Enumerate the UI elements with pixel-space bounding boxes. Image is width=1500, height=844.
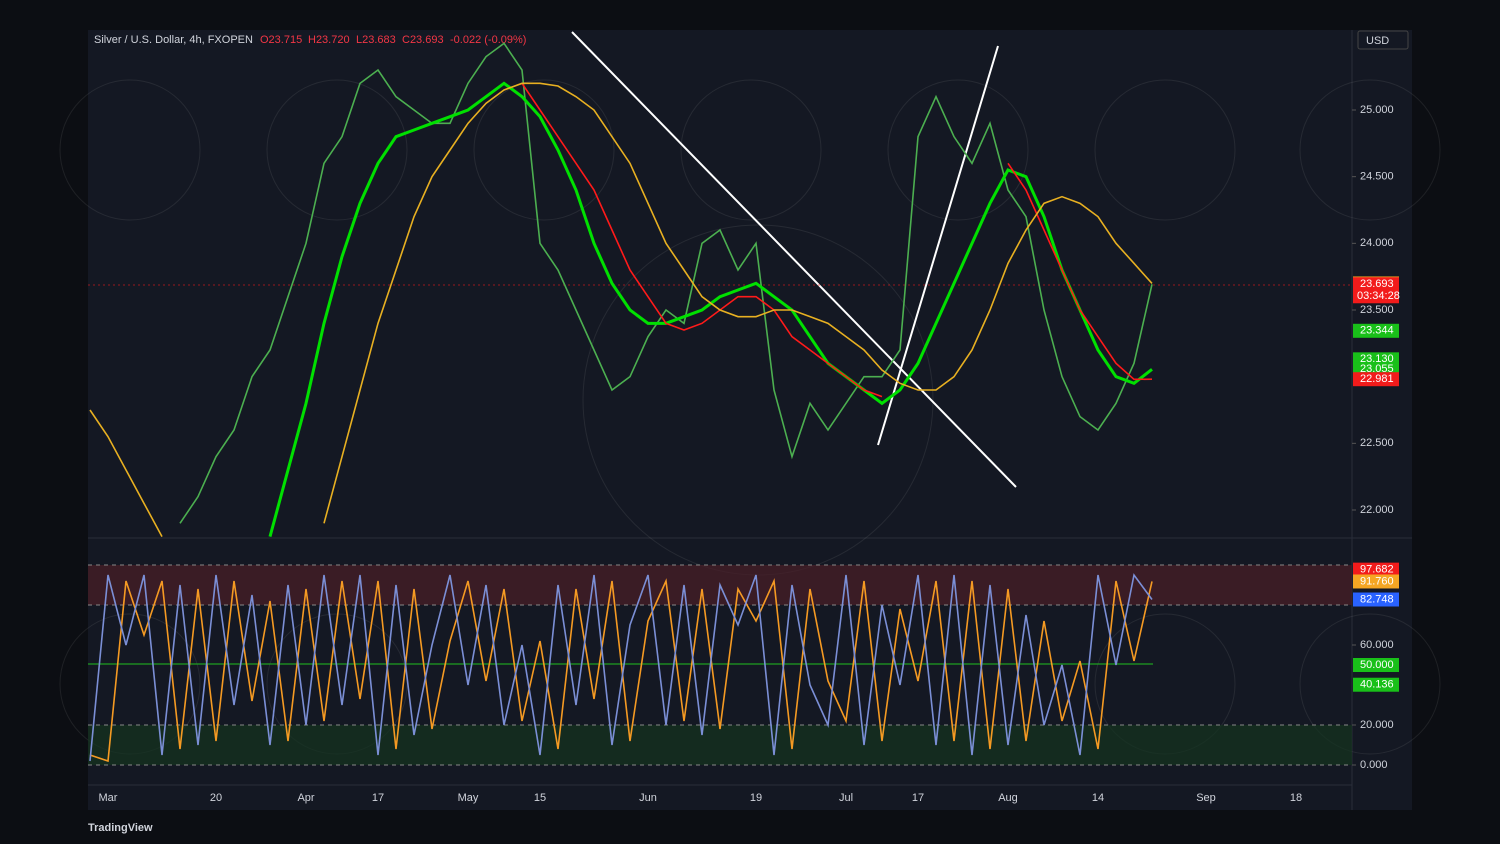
x-tick-label: Jul (839, 792, 853, 804)
price-tag-label: 23.693 (1360, 278, 1394, 290)
y-tick-label: 25.000 (1360, 104, 1394, 116)
trend-line (877, 45, 999, 446)
price-tag-label: 91.760 (1360, 575, 1394, 587)
ohlc-close: C23.693 (402, 34, 444, 46)
chart-background (88, 30, 1412, 810)
price-tag-label: 23.344 (1360, 325, 1394, 337)
price-tag (1353, 277, 1399, 304)
symbol: Silver / U.S. Dollar, 4h, FXOPEN (94, 34, 253, 46)
y-tick-label: 22.000 (1360, 504, 1394, 516)
x-tick-label: 17 (912, 792, 924, 804)
y-tick-label: 23.500 (1360, 304, 1394, 316)
y-tick-label: 60.000 (1360, 639, 1394, 651)
x-tick-label: 17 (372, 792, 384, 804)
ohlc-change: -0.022 (-0.09%) (450, 34, 526, 46)
brand: TradingView (88, 822, 153, 834)
price-tag (1353, 562, 1399, 577)
ohlc-high: H23.720 (308, 34, 350, 46)
countdown-label: 03:34:28 (1357, 290, 1400, 302)
x-tick-label: 14 (1092, 792, 1104, 804)
y-tick-label: 20.000 (1360, 719, 1394, 731)
ohlc-open: O23.715 (260, 34, 302, 46)
y-tick-label: 0.000 (1360, 759, 1388, 771)
currency-box[interactable] (1357, 30, 1409, 50)
price-tag-label: 82.748 (1360, 593, 1394, 605)
currency[interactable]: USD (1366, 35, 1389, 47)
series-line (521, 82, 1153, 398)
x-tick-label: 19 (750, 792, 762, 804)
x-tick-label: Apr (297, 792, 314, 804)
price-tag (1353, 592, 1399, 607)
price-tag (1353, 658, 1399, 672)
price-tag (1353, 574, 1399, 589)
x-tick-label: May (458, 792, 479, 804)
price-tag-label: 40.136 (1360, 679, 1394, 691)
series-line (179, 42, 1153, 524)
x-tick-label: 20 (210, 792, 222, 804)
y-tick-label: 24.500 (1360, 171, 1394, 183)
price-tag (1353, 323, 1399, 338)
x-tick-label: Sep (1196, 792, 1216, 804)
trend-line (571, 31, 1017, 488)
y-tick-label: 22.500 (1360, 437, 1394, 449)
x-tick-label: 15 (534, 792, 546, 804)
series-line (89, 573, 1153, 762)
price-tag (1353, 677, 1399, 692)
ohlc-low: L23.683 (356, 34, 396, 46)
y-tick-label: 24.000 (1360, 237, 1394, 249)
x-tick-label: 18 (1290, 792, 1302, 804)
x-tick-label: Aug (998, 792, 1018, 804)
series-line (89, 82, 1153, 538)
price-tag-label: 23.130 (1360, 353, 1394, 365)
x-tick-label: Mar (99, 792, 118, 804)
price-tag-label: 50.000 (1360, 659, 1394, 671)
series-line (89, 577, 1153, 763)
oversold-zone (88, 725, 1352, 765)
price-tag-label: 22.981 (1360, 373, 1394, 385)
price-tag-label: 97.682 (1360, 564, 1394, 576)
x-tick-label: Jun (639, 792, 657, 804)
price-tag (1353, 372, 1399, 387)
